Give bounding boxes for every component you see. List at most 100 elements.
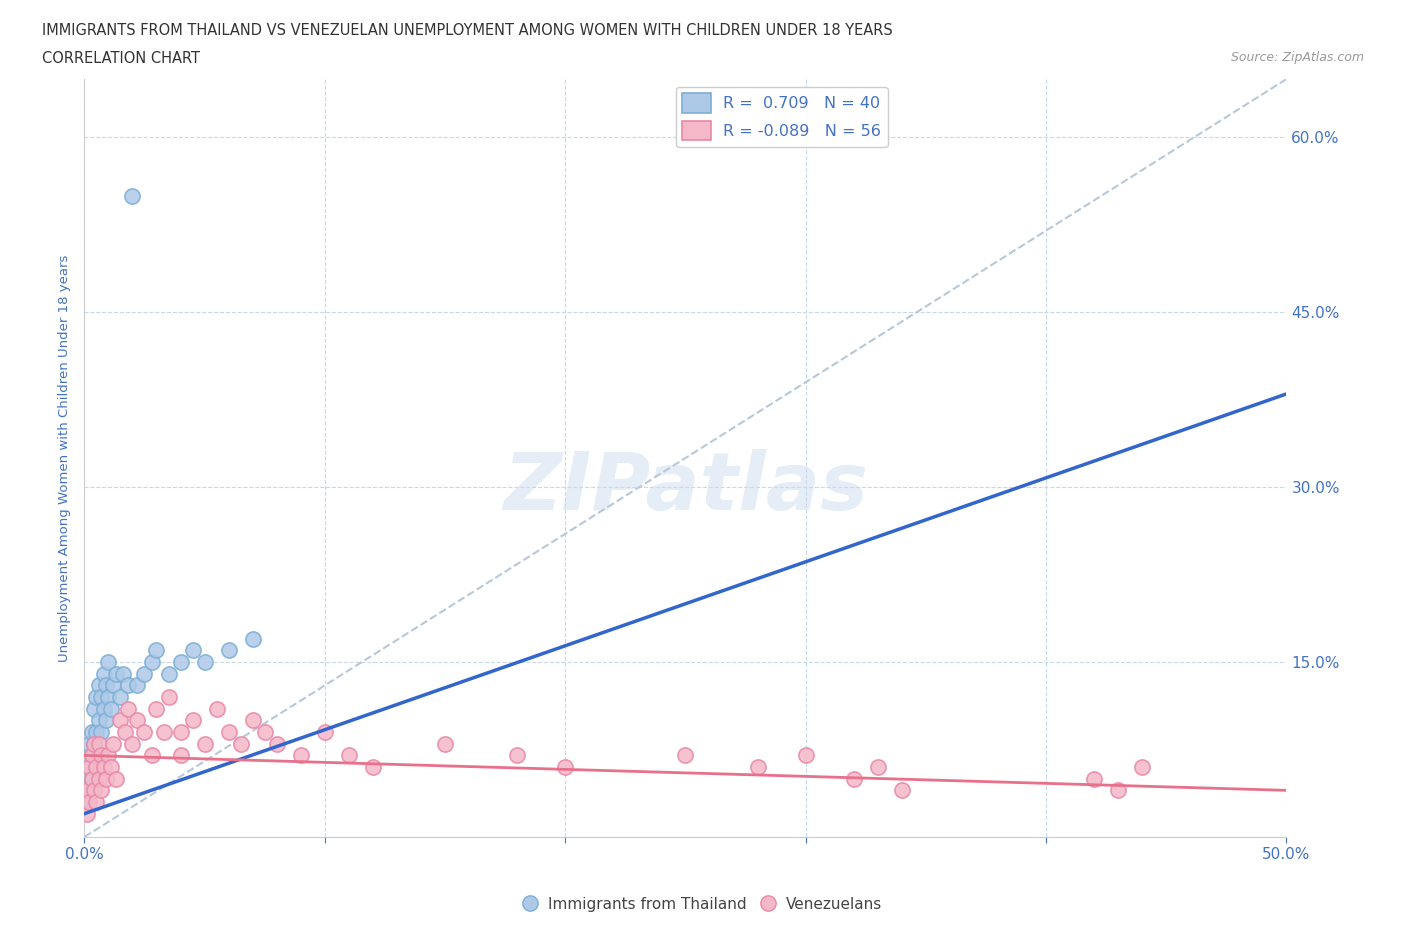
Point (141, 655, 163, 670)
Point (205, 701, 228, 716)
Legend: R =  0.709   N = 40, R = -0.089   N = 56: R = 0.709 N = 40, R = -0.089 N = 56 (675, 87, 887, 147)
Point (253, 724, 276, 739)
Point (194, 737, 217, 751)
Point (181, 713, 204, 728)
Text: ZIPatlas: ZIPatlas (503, 449, 868, 527)
Point (103, 737, 125, 751)
Point (554, 760, 576, 775)
Point (169, 748, 191, 763)
Point (94, 678, 117, 693)
Point (121, 737, 143, 751)
Point (314, 724, 336, 739)
Point (76, 806, 98, 821)
Point (169, 655, 191, 670)
Point (117, 701, 139, 716)
Point (290, 748, 312, 763)
Point (152, 724, 174, 739)
Point (80, 748, 103, 763)
Point (266, 737, 288, 751)
Point (86, 760, 108, 775)
Point (80, 724, 103, 739)
Point (134, 666, 156, 681)
Point (87, 748, 110, 763)
Point (100, 701, 122, 716)
Point (218, 724, 240, 739)
Point (100, 760, 122, 775)
Point (93, 701, 115, 716)
Point (87, 737, 110, 751)
Text: IMMIGRANTS FROM THAILAND VS VENEZUELAN UNEMPLOYMENT AMONG WOMEN WITH CHILDREN UN: IMMIGRANTS FROM THAILAND VS VENEZUELAN U… (42, 23, 893, 38)
Point (97, 748, 120, 763)
Point (169, 724, 191, 739)
Point (90, 783, 112, 798)
Point (218, 643, 240, 658)
Point (104, 771, 127, 786)
Point (80, 771, 103, 786)
Point (127, 678, 149, 693)
Point (76, 783, 98, 798)
Point (76, 794, 98, 809)
Point (86, 760, 108, 775)
Point (83, 737, 105, 751)
Point (157, 690, 180, 705)
Point (675, 748, 697, 763)
Point (83, 737, 105, 751)
Point (77, 760, 100, 775)
Point (157, 666, 180, 681)
Point (86, 794, 108, 809)
Point (93, 760, 115, 775)
Point (114, 724, 136, 739)
Point (103, 678, 125, 693)
Point (90, 724, 112, 739)
Point (87, 678, 110, 693)
Point (337, 748, 360, 763)
Point (1107, 783, 1129, 798)
Point (76, 783, 98, 798)
Point (1083, 771, 1105, 786)
Text: CORRELATION CHART: CORRELATION CHART (42, 51, 200, 66)
Point (434, 737, 457, 751)
Point (77, 737, 100, 751)
Point (90, 690, 112, 705)
Point (94, 713, 117, 728)
Point (361, 760, 384, 775)
Point (90, 748, 112, 763)
Point (242, 631, 264, 646)
Point (145, 701, 167, 716)
Point (141, 748, 163, 763)
Point (83, 701, 105, 716)
Point (94, 771, 117, 786)
Point (104, 666, 127, 681)
Point (121, 188, 143, 203)
Text: Source: ZipAtlas.com: Source: ZipAtlas.com (1230, 51, 1364, 64)
Point (77, 760, 100, 775)
Point (890, 783, 912, 798)
Point (87, 771, 110, 786)
Point (1130, 760, 1153, 775)
Point (117, 678, 139, 693)
Point (866, 760, 889, 775)
Point (97, 655, 120, 670)
Legend: Immigrants from Thailand, Venezuelans: Immigrants from Thailand, Venezuelans (517, 891, 889, 918)
Point (110, 713, 132, 728)
Point (127, 713, 149, 728)
Point (794, 748, 817, 763)
Point (110, 690, 132, 705)
Point (83, 783, 105, 798)
Point (86, 724, 108, 739)
Point (747, 760, 769, 775)
Point (111, 666, 134, 681)
Point (181, 643, 204, 658)
Point (80, 771, 103, 786)
Point (80, 748, 103, 763)
Point (229, 737, 252, 751)
Point (506, 748, 529, 763)
Point (134, 724, 156, 739)
Point (87, 713, 110, 728)
Point (77, 794, 100, 809)
Point (194, 655, 217, 670)
Point (242, 713, 264, 728)
Point (842, 771, 865, 786)
Point (86, 690, 108, 705)
Y-axis label: Unemployment Among Women with Children Under 18 years: Unemployment Among Women with Children U… (58, 254, 72, 662)
